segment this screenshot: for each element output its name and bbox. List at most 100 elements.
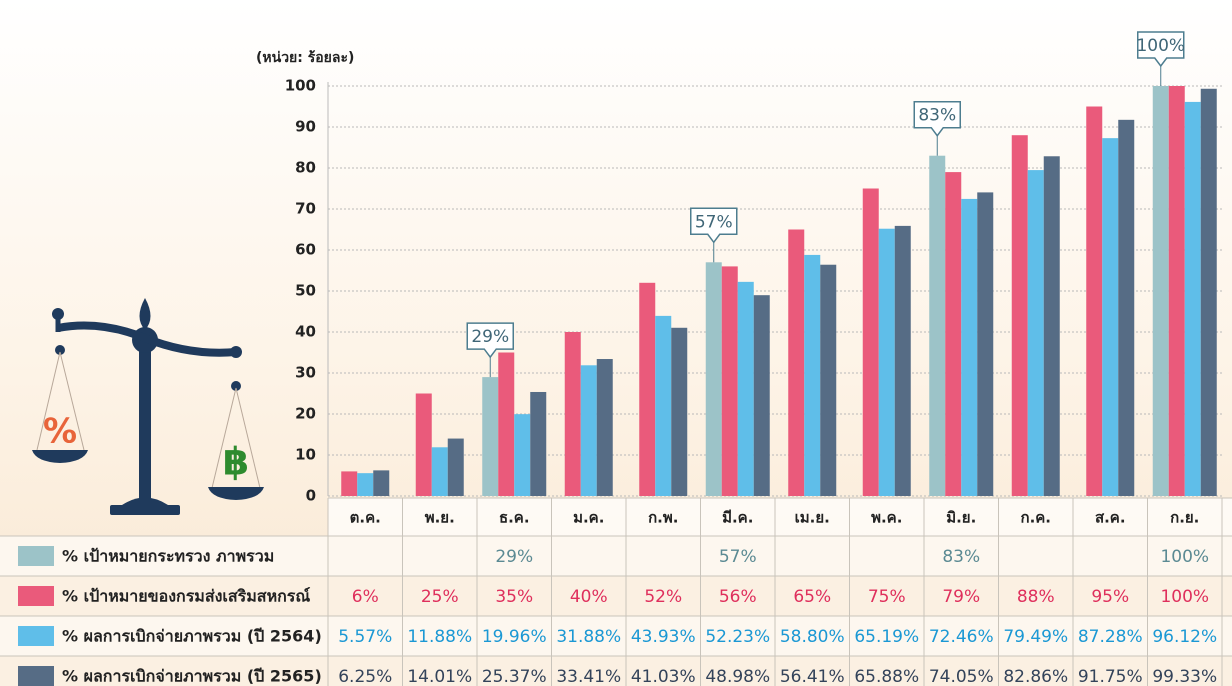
pan-symbol: %	[43, 412, 77, 452]
table-value: 6.25%	[338, 667, 392, 686]
table-value: 25.37%	[482, 667, 547, 686]
x-tick-label: เม.ย.	[795, 509, 830, 527]
callout-label: 29%	[471, 327, 509, 347]
legend-swatch	[18, 626, 54, 646]
bar	[1086, 107, 1102, 497]
table-value: 52.23%	[705, 627, 770, 647]
y-tick-label: 10	[295, 446, 316, 464]
bar	[879, 229, 895, 496]
bar	[1012, 135, 1028, 496]
table-value: 65%	[793, 587, 831, 607]
table-value: 52%	[644, 587, 682, 607]
bar	[895, 226, 911, 496]
table-value: 29%	[495, 547, 533, 567]
x-tick-label: มิ.ย.	[946, 509, 976, 527]
y-tick-label: 70	[295, 200, 316, 218]
bar	[977, 192, 993, 496]
legend-label: % เป้าหมายกระทรวง ภาพรวม	[62, 547, 274, 566]
table-value: 75%	[868, 587, 906, 607]
table-value: 65.88%	[854, 667, 919, 686]
table-value: 79%	[942, 587, 980, 607]
bar	[1185, 102, 1201, 496]
table-value: 56%	[719, 587, 757, 607]
table-value: 95%	[1091, 587, 1129, 607]
table-value: 5.57%	[338, 627, 392, 647]
y-tick-label: 0	[306, 487, 316, 505]
table-value: 57%	[719, 547, 757, 567]
table-value: 31.88%	[556, 627, 621, 647]
table-value: 14.01%	[407, 667, 472, 686]
pan-symbol: ฿	[223, 440, 249, 484]
bar	[863, 189, 879, 497]
bar	[929, 156, 945, 496]
bar	[706, 262, 722, 496]
table-value: 25%	[421, 587, 459, 607]
legend-swatch	[18, 586, 54, 606]
bar	[482, 377, 498, 496]
bar	[655, 316, 671, 496]
table-value: 83%	[942, 547, 980, 567]
bar	[1044, 156, 1060, 496]
bar	[804, 255, 820, 496]
bar	[1028, 170, 1044, 496]
table-value: 100%	[1160, 547, 1209, 567]
bar	[581, 365, 597, 496]
table-value: 87.28%	[1078, 627, 1143, 647]
callout-label: 83%	[918, 106, 956, 126]
bar	[671, 328, 687, 496]
bar	[357, 473, 373, 496]
y-tick-label: 30	[295, 364, 316, 382]
table-value: 43.93%	[631, 627, 696, 647]
table-value: 48.98%	[705, 667, 770, 686]
y-tick-label: 80	[295, 159, 316, 177]
legend-label: % ผลการเบิกจ่ายภาพรวม (ปี 2564)	[62, 627, 322, 646]
table-value: 33.41%	[556, 667, 621, 686]
x-tick-label: พ.ค.	[871, 509, 902, 527]
y-tick-label: 40	[295, 323, 316, 341]
callout-label: 57%	[695, 212, 733, 232]
bar	[738, 282, 754, 496]
bar	[788, 230, 804, 497]
x-tick-label: มี.ค.	[722, 509, 753, 527]
y-tick-label: 20	[295, 405, 316, 423]
unit-label: (หน่วย: ร้อยละ)	[256, 50, 354, 66]
table-value: 56.41%	[780, 667, 845, 686]
table-value: 96.12%	[1152, 627, 1217, 647]
bar	[820, 265, 836, 496]
legend-swatch	[18, 546, 54, 566]
y-tick-label: 50	[295, 282, 316, 300]
table-value: 19.96%	[482, 627, 547, 647]
table-value: 79.49%	[1003, 627, 1068, 647]
x-tick-label: ต.ค.	[350, 509, 381, 527]
x-tick-label: ก.ย.	[1170, 509, 1199, 527]
table-value: 58.80%	[780, 627, 845, 647]
x-tick-label: ก.ค.	[1020, 509, 1051, 527]
x-tick-label: พ.ย.	[425, 509, 455, 527]
x-tick-label: ก.พ.	[648, 509, 678, 527]
bar	[565, 332, 581, 496]
bar	[945, 172, 961, 496]
bar	[1201, 89, 1217, 496]
bar	[639, 283, 655, 496]
table-value: 100%	[1160, 587, 1209, 607]
bar	[432, 447, 448, 496]
bar	[754, 295, 770, 496]
table-value: 88%	[1017, 587, 1055, 607]
table-value: 72.46%	[929, 627, 994, 647]
bar	[530, 392, 546, 496]
x-tick-label: ธ.ค.	[499, 509, 530, 527]
table-value: 11.88%	[407, 627, 472, 647]
bar	[597, 359, 613, 496]
bar	[1118, 120, 1134, 496]
bar	[416, 394, 432, 497]
table-value: 74.05%	[929, 667, 994, 686]
bar	[341, 471, 357, 496]
legend-label: % ผลการเบิกจ่ายภาพรวม (ปี 2565)	[62, 667, 322, 686]
bar	[373, 470, 389, 496]
legend-label: % เป้าหมายของกรมส่งเสริมสหกรณ์	[62, 587, 310, 606]
bar	[1169, 86, 1185, 496]
x-tick-label: ม.ค.	[573, 509, 604, 527]
bar	[1153, 86, 1169, 496]
legend-swatch	[18, 666, 54, 686]
y-tick-label: 90	[295, 118, 316, 136]
